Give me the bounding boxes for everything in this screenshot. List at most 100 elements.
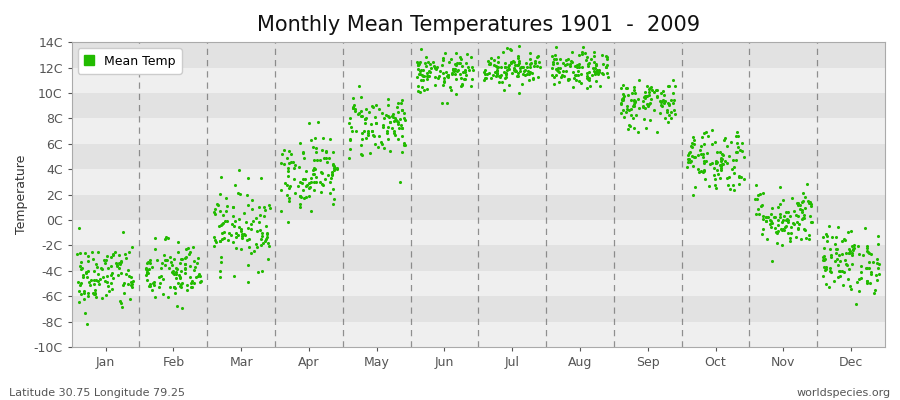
Point bbox=[599, 62, 614, 68]
Point bbox=[559, 68, 573, 74]
Point bbox=[492, 78, 507, 85]
Point bbox=[840, 262, 854, 268]
Point bbox=[235, 234, 249, 241]
Point bbox=[184, 284, 199, 290]
Point bbox=[71, 225, 86, 232]
Point bbox=[174, 256, 188, 262]
Point bbox=[816, 253, 831, 260]
Point bbox=[458, 76, 473, 82]
Point bbox=[318, 176, 332, 182]
Point bbox=[549, 66, 563, 72]
Point bbox=[147, 282, 161, 288]
Point bbox=[583, 82, 598, 89]
Point bbox=[388, 114, 402, 121]
Point bbox=[231, 216, 246, 222]
Point bbox=[491, 59, 506, 66]
Point bbox=[258, 207, 273, 213]
Point bbox=[768, 214, 782, 220]
Point bbox=[140, 259, 155, 265]
Point bbox=[397, 142, 411, 149]
Point bbox=[74, 266, 88, 272]
Point bbox=[282, 195, 296, 202]
Point bbox=[845, 243, 859, 249]
Point bbox=[546, 80, 561, 87]
Point bbox=[185, 278, 200, 284]
Point bbox=[119, 255, 133, 262]
Point bbox=[356, 136, 370, 142]
Point bbox=[500, 70, 514, 77]
Point bbox=[228, 182, 242, 188]
Point bbox=[829, 250, 843, 256]
Point bbox=[575, 44, 590, 50]
Point bbox=[688, 154, 702, 160]
Point bbox=[161, 294, 176, 300]
Point bbox=[386, 118, 400, 124]
Point bbox=[174, 281, 188, 288]
Bar bbox=[72, 296, 885, 322]
Point bbox=[590, 71, 605, 78]
Point bbox=[356, 112, 370, 119]
Point bbox=[150, 257, 165, 264]
Point bbox=[775, 227, 789, 234]
Point bbox=[390, 118, 404, 124]
Point bbox=[424, 65, 438, 72]
Point bbox=[256, 213, 271, 220]
Point bbox=[797, 204, 812, 211]
Point bbox=[342, 155, 356, 162]
Point bbox=[306, 187, 320, 194]
Point bbox=[595, 52, 609, 58]
Point bbox=[707, 176, 722, 182]
Point bbox=[590, 69, 604, 75]
Point bbox=[355, 108, 369, 114]
Point bbox=[230, 245, 244, 251]
Point bbox=[178, 270, 193, 276]
Point bbox=[706, 165, 721, 172]
Point bbox=[114, 304, 129, 310]
Point bbox=[442, 59, 456, 65]
Point bbox=[286, 175, 301, 182]
Point bbox=[750, 196, 764, 202]
Point bbox=[215, 221, 230, 227]
Point bbox=[638, 95, 652, 102]
Point bbox=[775, 242, 789, 248]
Point bbox=[508, 68, 523, 75]
Point bbox=[152, 274, 166, 280]
Point bbox=[842, 250, 856, 256]
Point bbox=[462, 67, 476, 74]
Point bbox=[783, 213, 797, 220]
Point bbox=[244, 250, 258, 256]
Point bbox=[589, 61, 603, 68]
Point bbox=[142, 266, 157, 272]
Point bbox=[480, 71, 494, 77]
Point bbox=[186, 280, 201, 286]
Point bbox=[586, 49, 600, 56]
Point bbox=[249, 241, 264, 247]
Point bbox=[297, 195, 311, 202]
Point bbox=[642, 101, 656, 108]
Point bbox=[304, 174, 319, 181]
Point bbox=[548, 44, 562, 50]
Point bbox=[449, 91, 464, 97]
Point bbox=[620, 85, 634, 91]
Point bbox=[616, 95, 630, 102]
Point bbox=[653, 102, 668, 108]
Point bbox=[274, 160, 288, 166]
Point bbox=[230, 190, 245, 196]
Point bbox=[358, 116, 373, 122]
Point bbox=[176, 256, 190, 262]
Point bbox=[640, 82, 654, 89]
Point bbox=[490, 70, 504, 76]
Point bbox=[449, 50, 464, 56]
Point bbox=[454, 63, 469, 70]
Point bbox=[89, 261, 104, 267]
Point bbox=[410, 61, 425, 68]
Point bbox=[662, 101, 677, 107]
Point bbox=[97, 257, 112, 264]
Point bbox=[699, 150, 714, 156]
Point bbox=[478, 70, 492, 77]
Point bbox=[820, 238, 834, 244]
Point bbox=[523, 69, 537, 75]
Point bbox=[553, 65, 567, 71]
Point bbox=[148, 293, 162, 300]
Point bbox=[159, 234, 174, 240]
